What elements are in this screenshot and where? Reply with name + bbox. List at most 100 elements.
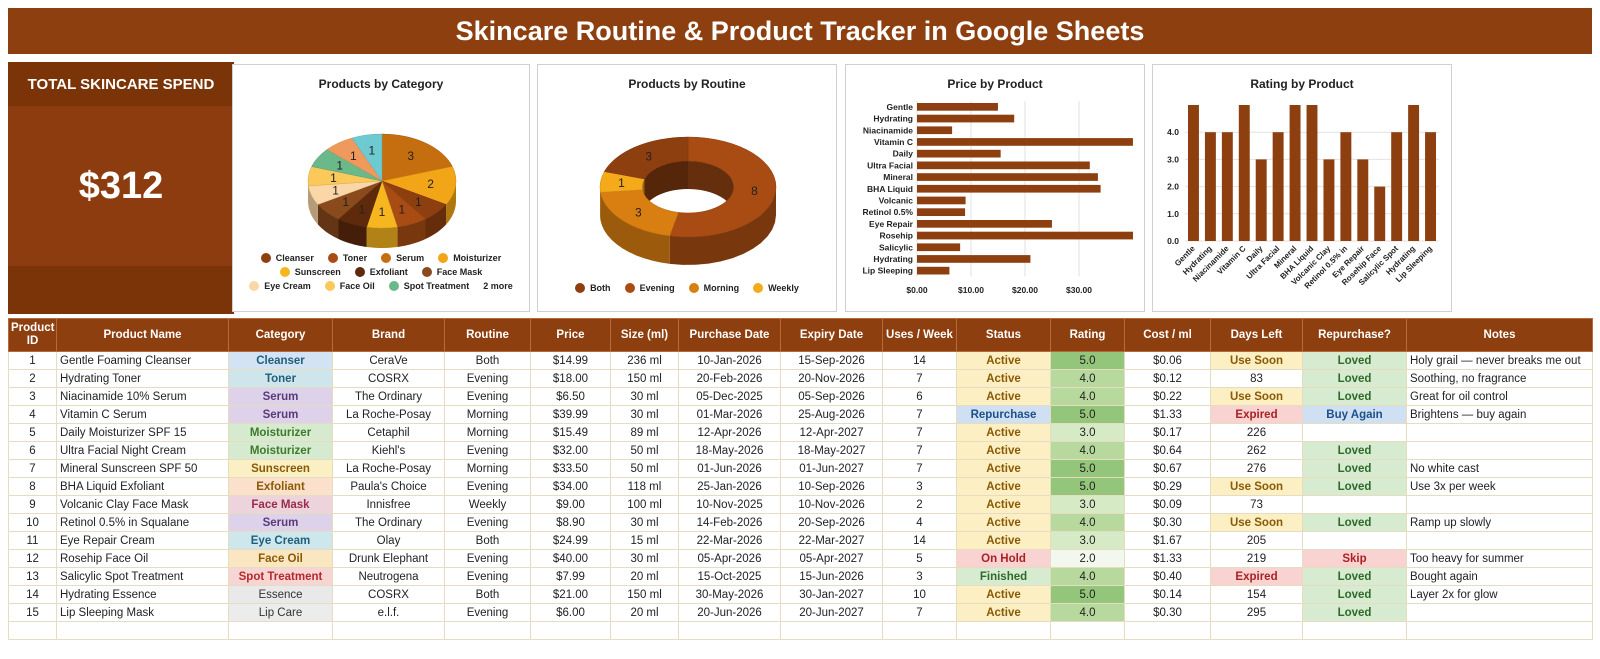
cell-product-name[interactable]: Vitamin C Serum <box>56 405 229 424</box>
column-header[interactable]: Notes <box>1406 318 1593 352</box>
cell-product-id[interactable]: 9 <box>8 495 57 514</box>
cell-purchase-date[interactable]: 01-Jun-2026 <box>678 459 781 478</box>
column-header[interactable]: Category <box>228 318 333 352</box>
cell-brand[interactable]: La Roche-Posay <box>332 405 445 424</box>
cell-expiry-date[interactable]: 15-Jun-2026 <box>780 567 883 586</box>
legend-item[interactable]: Toner <box>327 253 367 263</box>
cell-repurchase[interactable]: Loved <box>1302 567 1407 586</box>
cell-category[interactable]: Face Oil <box>228 549 333 568</box>
cell-routine[interactable]: Evening <box>444 387 531 406</box>
cell-purchase-date[interactable]: 10-Jan-2026 <box>678 351 781 370</box>
chart-rating-by-product[interactable]: Rating by Product 0.0 1.0 2.0 3.0 4.0 Gentle H… <box>1152 64 1452 312</box>
cell-uses-week[interactable]: 7 <box>882 459 957 478</box>
cell-days-left[interactable]: Use Soon <box>1210 351 1303 370</box>
cell-cost-ml[interactable]: $0.30 <box>1124 513 1211 532</box>
legend-item[interactable]: Moisturizer <box>438 253 501 263</box>
cell-size-ml[interactable]: 150 ml <box>610 369 679 388</box>
cell-uses-week[interactable]: 6 <box>882 387 957 406</box>
cell-cost-ml[interactable]: $0.29 <box>1124 477 1211 496</box>
cell-cost-ml[interactable]: $0.40 <box>1124 567 1211 586</box>
cell-product-id[interactable]: 13 <box>8 567 57 586</box>
cell-purchase-date[interactable]: 12-Apr-2026 <box>678 423 781 442</box>
cell-rating[interactable] <box>1050 621 1125 640</box>
cell-routine[interactable]: Evening <box>444 441 531 460</box>
cell-routine[interactable]: Evening <box>444 603 531 622</box>
cell-price[interactable]: $14.99 <box>530 351 611 370</box>
column-header[interactable]: Routine <box>444 318 531 352</box>
cell-repurchase[interactable] <box>1302 495 1407 514</box>
cell-price[interactable]: $7.99 <box>530 567 611 586</box>
cell-routine[interactable]: Morning <box>444 459 531 478</box>
cell-brand[interactable]: Cetaphil <box>332 423 445 442</box>
cell-status[interactable]: Active <box>956 387 1051 406</box>
cell-purchase-date[interactable]: 22-Mar-2026 <box>678 531 781 550</box>
cell-repurchase[interactable]: Skip <box>1302 549 1407 568</box>
cell-product-id[interactable]: 8 <box>8 477 57 496</box>
cell-size-ml[interactable]: 50 ml <box>610 441 679 460</box>
cell-purchase-date[interactable]: 14-Feb-2026 <box>678 513 781 532</box>
cell-days-left[interactable]: Use Soon <box>1210 387 1303 406</box>
cell-days-left[interactable]: 262 <box>1210 441 1303 460</box>
cell-price[interactable]: $34.00 <box>530 477 611 496</box>
cell-rating[interactable]: 5.0 <box>1050 585 1125 604</box>
cell-size-ml[interactable]: 150 ml <box>610 585 679 604</box>
cell-rating[interactable]: 5.0 <box>1050 459 1125 478</box>
cell-repurchase[interactable]: Loved <box>1302 477 1407 496</box>
cell-repurchase[interactable]: Loved <box>1302 441 1407 460</box>
cell-routine[interactable]: Evening <box>444 513 531 532</box>
cell-status[interactable]: Active <box>956 585 1051 604</box>
cell-rating[interactable]: 4.0 <box>1050 441 1125 460</box>
cell-repurchase[interactable]: Loved <box>1302 603 1407 622</box>
cell-size-ml[interactable]: 15 ml <box>610 531 679 550</box>
cell-category[interactable]: Lip Care <box>228 603 333 622</box>
cell-days-left[interactable]: Expired <box>1210 405 1303 424</box>
legend-item[interactable]: Morning <box>688 283 739 293</box>
cell-uses-week[interactable]: 3 <box>882 477 957 496</box>
cell-uses-week[interactable]: 10 <box>882 585 957 604</box>
cell-status[interactable]: Active <box>956 513 1051 532</box>
cell-size-ml[interactable]: 30 ml <box>610 513 679 532</box>
cell-expiry-date[interactable]: 20-Jun-2027 <box>780 603 883 622</box>
cell-cost-ml[interactable]: $0.12 <box>1124 369 1211 388</box>
cell-cost-ml[interactable]: $0.64 <box>1124 441 1211 460</box>
column-header[interactable]: Uses / Week <box>882 318 957 352</box>
cell-price[interactable]: $18.00 <box>530 369 611 388</box>
cell-purchase-date[interactable]: 05-Dec-2025 <box>678 387 781 406</box>
cell-price[interactable]: $9.00 <box>530 495 611 514</box>
legend-item[interactable]: Sunscreen <box>279 267 341 277</box>
cell-days-left[interactable]: 219 <box>1210 549 1303 568</box>
cell-repurchase[interactable] <box>1302 621 1407 640</box>
cell-uses-week[interactable]: 3 <box>882 567 957 586</box>
cell-product-id[interactable]: 4 <box>8 405 57 424</box>
cell-uses-week[interactable] <box>882 621 957 640</box>
cell-uses-week[interactable]: 7 <box>882 603 957 622</box>
cell-uses-week[interactable]: 14 <box>882 531 957 550</box>
cell-brand[interactable]: COSRX <box>332 369 445 388</box>
cell-status[interactable]: Active <box>956 495 1051 514</box>
cell-cost-ml[interactable] <box>1124 621 1211 640</box>
cell-cost-ml[interactable]: $1.33 <box>1124 405 1211 424</box>
cell-cost-ml[interactable]: $0.17 <box>1124 423 1211 442</box>
cell-routine[interactable]: Evening <box>444 567 531 586</box>
cell-rating[interactable]: 4.0 <box>1050 387 1125 406</box>
column-header[interactable]: Rating <box>1050 318 1125 352</box>
cell-routine[interactable]: Evening <box>444 549 531 568</box>
cell-brand[interactable]: e.l.f. <box>332 603 445 622</box>
cell-price[interactable]: $8.90 <box>530 513 611 532</box>
cell-notes[interactable]: Holy grail — never breaks me out <box>1406 351 1593 370</box>
cell-cost-ml[interactable]: $0.22 <box>1124 387 1211 406</box>
cell-notes[interactable]: Soothing, no fragrance <box>1406 369 1593 388</box>
cell-routine[interactable]: Evening <box>444 477 531 496</box>
cell-rating[interactable]: 5.0 <box>1050 405 1125 424</box>
cell-expiry-date[interactable]: 30-Jan-2027 <box>780 585 883 604</box>
cell-product-id[interactable]: 2 <box>8 369 57 388</box>
cell-product-id[interactable]: 6 <box>8 441 57 460</box>
cell-notes[interactable] <box>1406 423 1593 442</box>
cell-category[interactable]: Exfoliant <box>228 477 333 496</box>
cell-brand[interactable]: Neutrogena <box>332 567 445 586</box>
cell-status[interactable]: Active <box>956 603 1051 622</box>
cell-notes[interactable]: Brightens — buy again <box>1406 405 1593 424</box>
cell-expiry-date[interactable]: 20-Sep-2026 <box>780 513 883 532</box>
cell-notes[interactable]: Great for oil control <box>1406 387 1593 406</box>
